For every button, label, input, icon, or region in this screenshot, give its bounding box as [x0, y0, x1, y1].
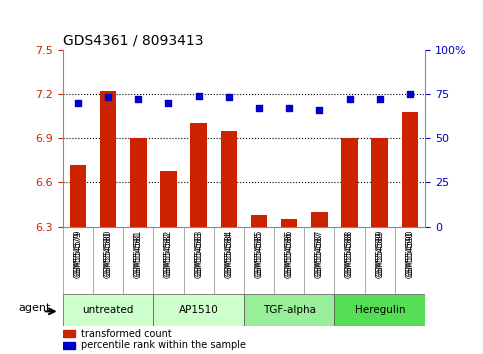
- Text: GSM554586: GSM554586: [284, 230, 294, 276]
- Point: [225, 95, 233, 100]
- Bar: [281, 219, 298, 227]
- Text: GSM554585: GSM554585: [255, 232, 264, 278]
- Bar: [100, 91, 116, 227]
- Text: GSM554582: GSM554582: [164, 232, 173, 278]
- Text: TGF-alpha: TGF-alpha: [263, 305, 316, 315]
- FancyBboxPatch shape: [244, 294, 334, 326]
- Bar: [311, 212, 327, 227]
- Text: GSM554582: GSM554582: [164, 230, 173, 276]
- Point: [346, 96, 354, 102]
- Point: [376, 96, 384, 102]
- Text: GSM554584: GSM554584: [224, 230, 233, 276]
- Text: GSM554583: GSM554583: [194, 232, 203, 278]
- Bar: [341, 138, 358, 227]
- Bar: [190, 123, 207, 227]
- Bar: [130, 138, 146, 227]
- Text: agent: agent: [19, 303, 51, 313]
- Text: GSM554586: GSM554586: [284, 232, 294, 278]
- Text: GSM554587: GSM554587: [315, 232, 324, 278]
- FancyBboxPatch shape: [334, 294, 425, 326]
- Point: [315, 107, 323, 113]
- Bar: [371, 138, 388, 227]
- Bar: [251, 215, 267, 227]
- Text: GSM554590: GSM554590: [405, 232, 414, 279]
- Bar: [160, 171, 177, 227]
- Point: [406, 91, 414, 97]
- Point: [195, 93, 202, 98]
- Bar: [70, 165, 86, 227]
- Text: GSM554588: GSM554588: [345, 232, 354, 278]
- Text: Heregulin: Heregulin: [355, 305, 405, 315]
- Text: GDS4361 / 8093413: GDS4361 / 8093413: [63, 33, 203, 47]
- Text: GSM554589: GSM554589: [375, 232, 384, 278]
- Text: untreated: untreated: [83, 305, 134, 315]
- Text: GSM554580: GSM554580: [103, 230, 113, 276]
- Point: [74, 100, 82, 105]
- Point: [285, 105, 293, 111]
- Point: [104, 95, 112, 100]
- Text: GSM554581: GSM554581: [134, 232, 143, 278]
- Point: [165, 100, 172, 105]
- Text: GSM554588: GSM554588: [345, 230, 354, 276]
- Text: GSM554579: GSM554579: [73, 230, 83, 276]
- Text: GSM554584: GSM554584: [224, 232, 233, 278]
- Text: GSM554579: GSM554579: [73, 232, 83, 279]
- Bar: [402, 112, 418, 227]
- Text: AP1510: AP1510: [179, 305, 218, 315]
- Point: [255, 105, 263, 111]
- Bar: [63, 331, 75, 337]
- Bar: [63, 342, 75, 349]
- Point: [134, 96, 142, 102]
- Text: GSM554583: GSM554583: [194, 230, 203, 276]
- Text: GSM554581: GSM554581: [134, 230, 143, 276]
- Text: GSM554590: GSM554590: [405, 230, 414, 276]
- FancyBboxPatch shape: [63, 294, 154, 326]
- Text: GSM554587: GSM554587: [315, 230, 324, 276]
- Text: GSM554585: GSM554585: [255, 230, 264, 276]
- Text: GSM554580: GSM554580: [103, 232, 113, 278]
- FancyBboxPatch shape: [154, 294, 244, 326]
- Text: percentile rank within the sample: percentile rank within the sample: [81, 340, 246, 350]
- Bar: [221, 131, 237, 227]
- Text: GSM554589: GSM554589: [375, 230, 384, 276]
- Text: transformed count: transformed count: [81, 329, 171, 339]
